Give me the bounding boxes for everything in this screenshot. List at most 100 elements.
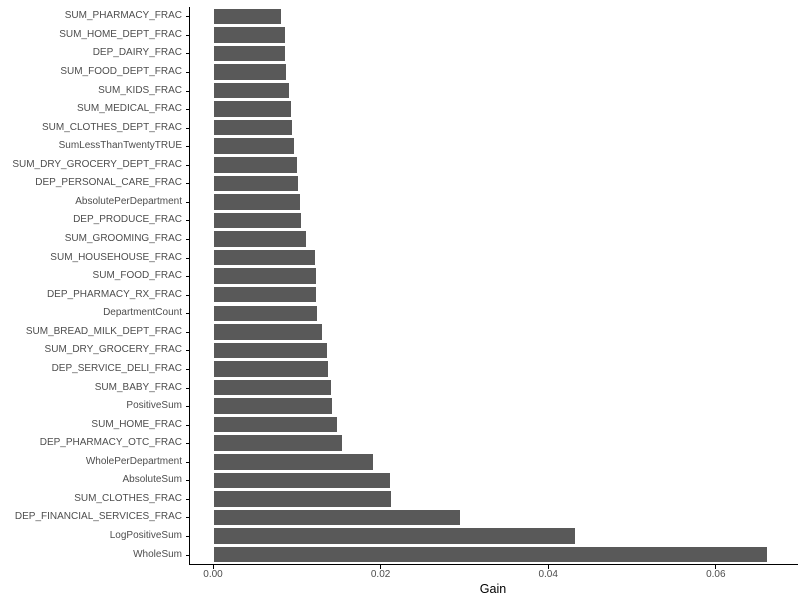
bar-row: SUM_HOME_DEPT_FRAC (59, 26, 798, 45)
bar (214, 472, 390, 489)
y-tick-mark (186, 90, 190, 92)
bar-row: AbsolutePerDepartment (75, 193, 798, 212)
bar (214, 361, 328, 377)
y-tick-mark (186, 313, 190, 315)
y-tick-mark (186, 350, 190, 352)
bar (214, 138, 295, 154)
x-tick-label: 0.02 (370, 569, 391, 580)
x-tick-mark (715, 565, 717, 569)
category-label: SUM_CLOTHES_FRAC (74, 492, 182, 504)
bar-row: SUM_GROOMING_FRAC (65, 230, 798, 249)
category-label: SUM_DRY_GROCERY_DEPT_FRAC (12, 158, 182, 170)
bar-row: SUM_CLOTHES_DEPT_FRAC (42, 118, 798, 137)
bar-row: DEP_SERVICE_DELI_FRAC (52, 360, 798, 379)
bar (214, 194, 300, 210)
category-label: DEP_FINANCIAL_SERVICES_FRAC (14, 511, 182, 523)
bar (214, 64, 287, 80)
bar (214, 528, 576, 544)
bar (214, 212, 302, 229)
plot-panel: SUM_PHARMACY_FRAC SUM_HOME_DEPT_FRAC DEP_D… (12, 7, 798, 565)
y-tick-mark (186, 498, 190, 500)
y-tick-mark (186, 536, 190, 538)
category-label: WholePerDepartment (85, 455, 182, 467)
y-tick-mark (186, 239, 190, 241)
category-label: DEP_SERVICE_DELI_FRAC (51, 362, 182, 374)
y-tick-mark (186, 443, 190, 445)
bar (214, 491, 391, 507)
bar (214, 175, 298, 192)
y-tick-mark (186, 71, 190, 73)
category-label: SUM_HOME_FRAC (91, 418, 182, 430)
bar (214, 546, 768, 563)
bar (214, 119, 292, 136)
bar-row: SUM_HOME_FRAC (91, 415, 798, 434)
category-label: SumLessThanTwentyTRUE (58, 140, 182, 152)
category-label: SUM_PHARMACY_FRAC (64, 10, 182, 22)
y-tick-mark (186, 34, 190, 36)
bar (214, 27, 286, 43)
x-axis-title: Gain (479, 582, 507, 596)
y-tick-mark (186, 480, 190, 482)
x-tick-label: 0.06 (706, 569, 726, 580)
bar-row: SUM_HOUSEHOUSE_FRAC (50, 248, 798, 267)
bar-row: SUM_DRY_GROCERY_FRAC (45, 341, 798, 360)
bar (214, 249, 315, 266)
category-label: SUM_GROOMING_FRAC (64, 233, 182, 245)
y-tick-mark (186, 294, 190, 296)
bar-rows: SUM_PHARMACY_FRAC SUM_HOME_DEPT_FRAC DEP_D… (12, 7, 798, 564)
bar (214, 305, 318, 322)
bar-row: DEP_PRODUCE_FRAC (73, 211, 798, 230)
bar (214, 454, 374, 470)
category-label: WholeSum (133, 548, 182, 560)
bar-row: SumLessThanTwentyTRUE (59, 137, 798, 156)
y-tick-mark (186, 406, 190, 408)
bar-row: SUM_KIDS_FRAC (98, 81, 798, 100)
y-tick-mark (186, 220, 190, 222)
bar-row: DEP_PERSONAL_CARE_FRAC (35, 174, 798, 193)
y-tick-mark (186, 127, 190, 129)
bar (214, 101, 292, 117)
bar (214, 157, 297, 173)
bar-row: DEP_FINANCIAL_SERVICES_FRAC (15, 508, 798, 527)
y-tick-mark (186, 517, 190, 519)
category-label: PositiveSum (126, 400, 182, 412)
bar (214, 379, 332, 396)
y-tick-mark (186, 554, 190, 556)
bar-row: DepartmentCount (103, 304, 798, 323)
bar (214, 398, 333, 414)
bar (214, 286, 317, 303)
y-tick-mark (186, 164, 190, 166)
y-tick-mark (186, 331, 190, 333)
bar-row: WholeSum (133, 545, 798, 564)
y-tick-mark (186, 424, 190, 426)
category-label: SUM_FOOD_FRAC (92, 270, 182, 282)
category-label: DEP_PHARMACY_RX_FRAC (46, 288, 182, 300)
bar-row: SUM_MEDICAL_FRAC (77, 100, 798, 119)
x-tick-mark (547, 565, 549, 569)
bar-row: SUM_FOOD_FRAC (93, 267, 798, 286)
bar-row: SUM_PHARMACY_FRAC (65, 7, 798, 26)
bar-row: SUM_FOOD_DEPT_FRAC (60, 63, 798, 82)
y-tick-mark (186, 16, 190, 18)
bar-row: LogPositiveSum (110, 527, 798, 546)
bar (214, 82, 290, 99)
bar-row: WholePerDepartment (86, 453, 798, 472)
y-tick-mark (186, 146, 190, 148)
bar (214, 231, 307, 247)
bar (214, 324, 323, 340)
bar-row: PositiveSum (126, 397, 798, 416)
y-tick-mark (186, 201, 190, 203)
category-label: SUM_DRY_GROCERY_FRAC (44, 344, 182, 356)
category-label: SUM_BABY_FRAC (94, 381, 182, 393)
bar (214, 416, 338, 433)
bar (214, 509, 461, 526)
bar (214, 8, 281, 25)
y-tick-mark (186, 368, 190, 370)
category-label: SUM_KIDS_FRAC (98, 84, 182, 96)
x-tick-mark (380, 565, 382, 569)
category-label: SUM_BREAD_MILK_DEPT_FRAC (25, 325, 182, 337)
bar (214, 268, 317, 284)
bar-row: SUM_DRY_GROCERY_DEPT_FRAC (12, 156, 798, 175)
y-tick-mark (186, 387, 190, 389)
